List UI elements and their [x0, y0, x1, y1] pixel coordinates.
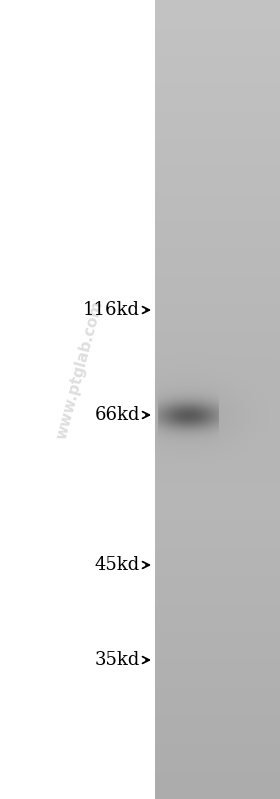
- Text: 116kd: 116kd: [83, 301, 140, 319]
- Text: 45kd: 45kd: [95, 556, 140, 574]
- Text: 35kd: 35kd: [95, 651, 140, 669]
- Text: www.ptglab.com: www.ptglab.com: [54, 299, 106, 441]
- Text: 66kd: 66kd: [94, 406, 140, 424]
